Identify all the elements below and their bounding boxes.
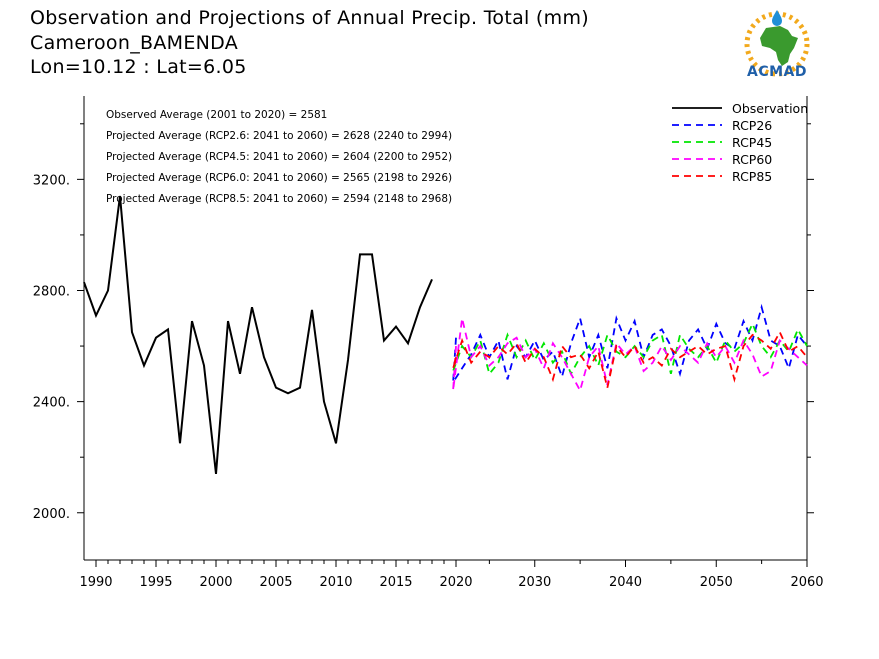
- x-tick-label: 2000: [199, 575, 232, 590]
- y-tick-label: 3200.: [33, 173, 70, 188]
- legend-label-rcp85: RCP85: [732, 169, 772, 184]
- x-tick-label: 2020: [439, 575, 472, 590]
- x-tick-label: 2050: [700, 575, 733, 590]
- legend-label-rcp60: RCP60: [732, 152, 772, 167]
- series-line-observation: [83, 195, 433, 475]
- x-tick-label: 2040: [609, 575, 642, 590]
- station-coordinates: Lon=10.12 : Lat=6.05: [30, 56, 247, 78]
- y-tick-label: 2400.: [33, 396, 70, 411]
- x-tick-label: 1990: [79, 575, 112, 590]
- legend-label-rcp26: RCP26: [732, 118, 772, 133]
- acmad-logo-text: ACMAD: [747, 64, 807, 80]
- x-tick-label: 1995: [139, 575, 172, 590]
- station-name: Cameroon_BAMENDA: [30, 32, 239, 54]
- y-tick-label: 2800.: [33, 284, 70, 299]
- y-tick-label: 2000.: [33, 507, 70, 522]
- series-line-rcp85: [452, 330, 808, 388]
- stats-annotation: Projected Average (RCP6.0: 2041 to 2060)…: [106, 172, 452, 184]
- africa-map-icon: [760, 26, 798, 66]
- stats-annotation: Observed Average (2001 to 2020) = 2581: [106, 109, 327, 121]
- series-line-rcp45: [452, 321, 808, 376]
- stats-annotation: Projected Average (RCP2.6: 2041 to 2060)…: [106, 130, 452, 142]
- raindrop-icon: [772, 10, 782, 26]
- chart-title: Observation and Projections of Annual Pr…: [30, 7, 589, 29]
- legend-label-rcp45: RCP45: [732, 135, 772, 150]
- legend-label-observation: Observation: [732, 101, 808, 116]
- x-tick-label: 2060: [790, 575, 823, 590]
- x-tick-label: 2010: [319, 575, 352, 590]
- x-tick-label: 2015: [379, 575, 412, 590]
- series-line-rcp60: [452, 318, 808, 393]
- x-tick-label: 2030: [518, 575, 551, 590]
- acmad-logo: [744, 10, 810, 77]
- stats-annotation: Projected Average (RCP4.5: 2041 to 2060)…: [106, 151, 452, 163]
- series-line-rcp26: [451, 303, 808, 386]
- x-tick-label: 2005: [259, 575, 292, 590]
- stats-annotation: Projected Average (RCP8.5: 2041 to 2060)…: [106, 193, 452, 205]
